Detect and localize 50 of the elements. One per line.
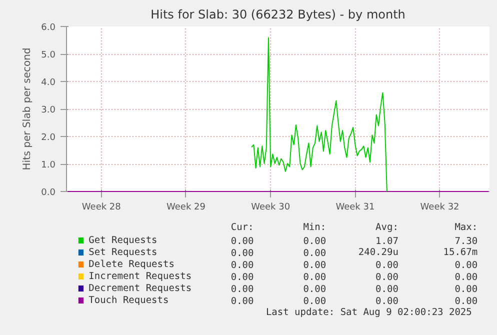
y-tick-label: 5.0 xyxy=(41,50,56,60)
chart-title: Hits for Slab: 30 (66232 Bytes) - by month xyxy=(150,8,406,22)
text: 0.00 xyxy=(230,248,254,259)
text: Min: xyxy=(303,222,326,233)
text: 0.00 xyxy=(303,236,326,247)
text: 0.00 xyxy=(454,260,478,271)
y-tick-label: 3.0 xyxy=(41,106,56,116)
text: 0.00 xyxy=(230,296,254,307)
text: 7.30 xyxy=(454,236,478,247)
text: 0.00 xyxy=(376,272,399,283)
x-tick-label: Week 31 xyxy=(336,202,375,212)
text: 0.00 xyxy=(376,284,399,295)
y-axis-title: Hits per Slab per second xyxy=(22,48,34,170)
y-tick-label: 0.0 xyxy=(41,188,56,198)
text: 0.00 xyxy=(376,296,399,307)
text: Cur: xyxy=(230,222,254,233)
text: Max: xyxy=(454,222,478,233)
y-tick-label: 6.0 xyxy=(41,23,56,33)
legend-label: Touch Requests xyxy=(88,295,169,306)
text: 0.00 xyxy=(454,272,478,283)
x-tick-label: Week 28 xyxy=(82,202,122,212)
legend-label: Increment Requests xyxy=(88,271,192,282)
y-tick-label: 2.0 xyxy=(41,133,56,143)
y-tick-label: 4.0 xyxy=(41,78,56,88)
text: 0.00 xyxy=(303,296,326,307)
text: 0.00 xyxy=(454,296,478,307)
text: 240.29u xyxy=(358,247,398,258)
text: 0.00 xyxy=(230,284,254,295)
text: 0.00 xyxy=(303,260,326,271)
y-tick-label: 1.0 xyxy=(41,160,56,170)
text: 1.07 xyxy=(376,236,398,247)
legend-label: Decrement Requests xyxy=(88,283,192,294)
legend-label: Set Requests xyxy=(88,247,158,258)
text: 15.67m xyxy=(443,247,478,258)
text: Last update: Sat Aug 9 02:00:23 2025 xyxy=(266,307,472,318)
text: 0.00 xyxy=(230,260,254,271)
legend-label: Delete Requests xyxy=(88,259,174,270)
x-tick-label: Week 30 xyxy=(251,202,290,212)
line-series xyxy=(251,37,388,192)
text: 0.00 xyxy=(303,272,326,283)
text: 0.00 xyxy=(303,284,326,295)
text: Avg: xyxy=(376,222,398,233)
x-tick-label: Week 32 xyxy=(420,202,460,212)
text: 0.00 xyxy=(230,272,254,283)
legend-label: Get Requests xyxy=(88,235,158,246)
text: 0.00 xyxy=(303,248,326,259)
text: 0.00 xyxy=(230,236,254,247)
x-tick-label: Week 29 xyxy=(166,202,206,212)
text: 0.00 xyxy=(376,260,399,271)
text: 0.00 xyxy=(454,284,478,295)
